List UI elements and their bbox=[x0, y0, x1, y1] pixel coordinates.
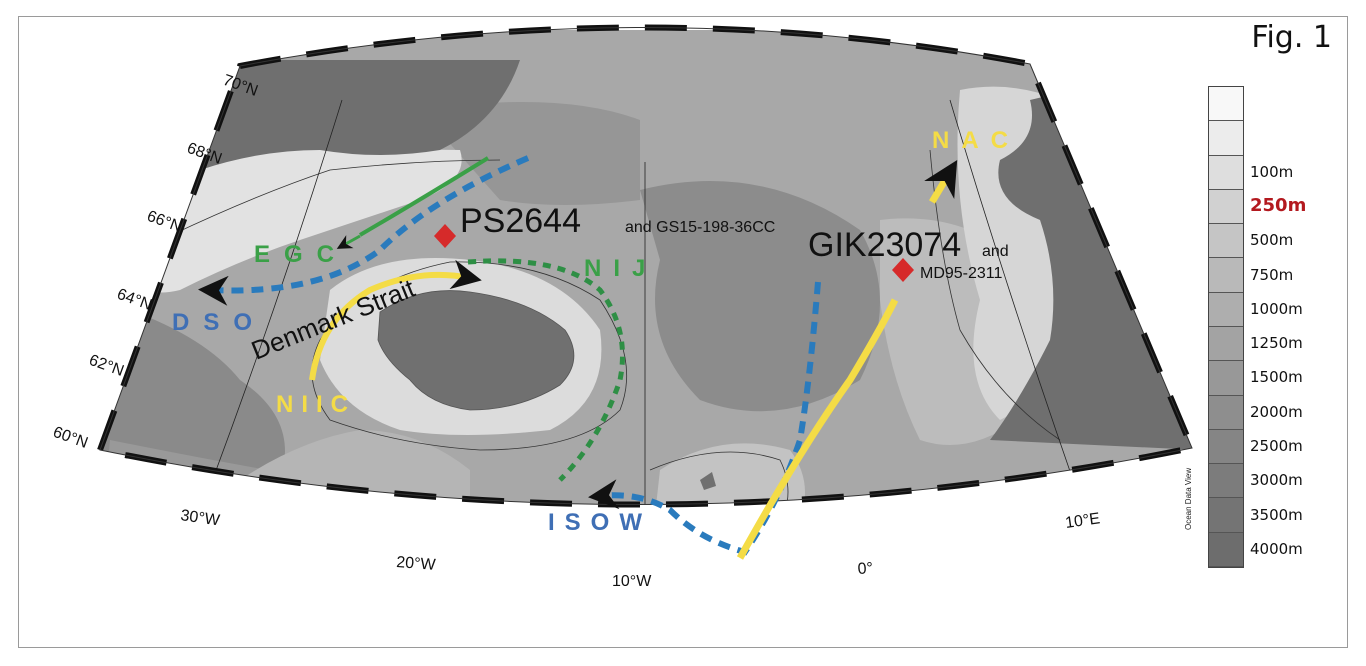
legend-swatch bbox=[1209, 498, 1243, 533]
station-marker bbox=[892, 258, 914, 282]
legend-level-label: 1000m bbox=[1250, 299, 1303, 318]
station-gik23074-extra: and bbox=[982, 243, 1009, 260]
egc-arrow bbox=[336, 234, 361, 249]
legend-level-label: 750m bbox=[1250, 265, 1294, 284]
legend-swatch bbox=[1209, 361, 1243, 396]
legend-level-label: 1500m bbox=[1250, 368, 1303, 387]
map-border-outline bbox=[99, 27, 1193, 505]
legend-swatch bbox=[1209, 326, 1243, 362]
niic-label: NIIC bbox=[276, 391, 356, 418]
legend-swatch bbox=[1209, 292, 1243, 327]
legend-level-label: 250m bbox=[1250, 195, 1307, 216]
contour-line bbox=[649, 451, 789, 505]
niic-current bbox=[309, 259, 482, 381]
egc-current bbox=[358, 156, 490, 237]
lon-label: 20°W bbox=[396, 554, 437, 574]
station-marker bbox=[434, 224, 456, 248]
lon-label: 30°W bbox=[179, 507, 221, 529]
lat-label: 62°N bbox=[87, 352, 126, 380]
dso-current bbox=[198, 155, 530, 306]
station-gik23074-extra2: MD95-2311 bbox=[920, 265, 1003, 282]
legend-level-label: 100m bbox=[1250, 162, 1294, 181]
lat-label: 60°N bbox=[51, 424, 90, 452]
station-ps2644-name: PS2644 bbox=[460, 202, 581, 240]
contour-line bbox=[929, 149, 1061, 441]
lon-label: 0° bbox=[857, 560, 873, 578]
legend-level-label: 3500m bbox=[1250, 505, 1303, 524]
legend-swatch bbox=[1209, 224, 1243, 259]
legend-swatch bbox=[1209, 532, 1243, 567]
nij-current bbox=[467, 258, 625, 482]
legend-swatch bbox=[1209, 189, 1243, 225]
lat-label: 66°N bbox=[145, 208, 184, 236]
legend-swatch bbox=[1209, 155, 1243, 190]
iceland-land bbox=[377, 290, 575, 411]
lon-label: 10°E bbox=[1064, 510, 1101, 532]
legend-credit: Ocean Data View bbox=[1184, 467, 1193, 530]
legend-level-label: 4000m bbox=[1250, 539, 1303, 558]
iceland-sea bbox=[420, 102, 640, 205]
legend-swatch bbox=[1209, 429, 1243, 465]
legend-swatch bbox=[1209, 87, 1243, 122]
contour-line bbox=[585, 544, 605, 555]
nij-label: NIJ bbox=[584, 255, 657, 282]
depth-legend bbox=[1208, 86, 1244, 568]
legend-swatch bbox=[1209, 395, 1243, 430]
norwegian-basin bbox=[640, 181, 880, 412]
rockall-bank bbox=[628, 536, 648, 550]
egc-label: EGC bbox=[254, 241, 348, 268]
dso-label: DSO bbox=[172, 309, 266, 336]
legend-level-label: 2500m bbox=[1250, 437, 1303, 455]
figure-title: Fig. 1 bbox=[1251, 20, 1332, 55]
legend-level-label: 1250m bbox=[1250, 334, 1303, 353]
station-ps2644-extra: and GS15-198-36CC bbox=[625, 219, 775, 236]
nac-current bbox=[736, 298, 899, 560]
lat-label: 64°N bbox=[115, 286, 154, 314]
meridian-line bbox=[949, 99, 1081, 501]
legend-swatch bbox=[1209, 258, 1243, 293]
legend-level-label: 2000m bbox=[1250, 402, 1303, 421]
meridian-line bbox=[204, 99, 343, 501]
irminger-basin bbox=[100, 300, 285, 480]
lon-label: 10°W bbox=[612, 573, 652, 590]
legend-swatch bbox=[1209, 121, 1243, 156]
nac-label: NAC bbox=[932, 127, 1020, 154]
faroe-shelf bbox=[650, 443, 805, 505]
legend-level-label: 3000m bbox=[1250, 471, 1303, 490]
nac-arrow bbox=[924, 159, 958, 204]
legend-level-label: 500m bbox=[1250, 231, 1294, 250]
station-gik23074-name: GIK23074 bbox=[808, 226, 961, 264]
faroe-islands bbox=[700, 472, 716, 490]
contour-line bbox=[119, 159, 501, 261]
legend-swatch bbox=[1209, 464, 1243, 499]
isow-label: ISOW bbox=[548, 509, 652, 536]
